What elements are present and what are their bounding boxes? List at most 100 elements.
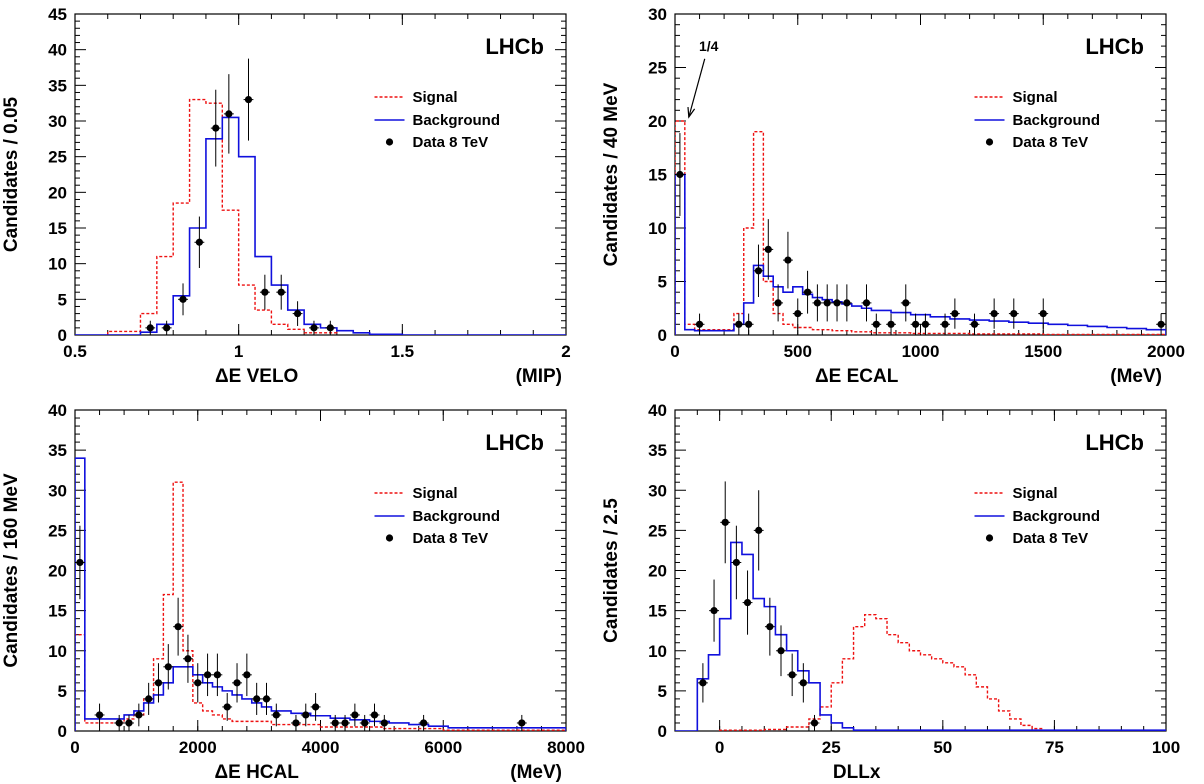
x-tick-label: 0 [670,342,679,361]
data-point [676,170,684,179]
data-point [326,324,334,332]
data-point [244,96,253,104]
data-point [179,295,187,303]
y-tick-label: 10 [48,255,67,274]
x-tick-label: 50 [933,738,952,757]
data-point [331,719,339,727]
data-point [380,719,388,727]
x-axis-label: ΔE ECAL [815,366,899,387]
legend-background-label: Background [1013,112,1101,129]
data-point [794,310,802,318]
y-tick-label: 15 [648,166,667,185]
x-axis-unit: (MeV) [510,762,562,783]
background-histogram [75,457,566,731]
data-point [710,607,718,615]
signal-histogram [75,481,566,731]
data-point [253,695,261,703]
y-tick-label: 30 [648,481,667,500]
data-point [225,110,233,118]
x-tick-label: 1500 [1024,342,1062,361]
data-point [292,719,300,727]
x-tick-label: 1.5 [391,342,415,361]
y-tick-label: 20 [648,562,667,581]
data-point [262,695,271,703]
x-tick-label: 1 [234,342,243,361]
chart-panel-4: 0 5 10 15 20 25 30 35 40 0 25 50 75 100 Candidates / 2… [601,401,1180,783]
x-axis-unit: (MeV) [1110,366,1162,387]
data-point [784,256,792,264]
data-point [823,299,831,307]
y-axis-label: Candidates / 2.5 [601,498,622,643]
y-axis-label: Candidates / 40 MeV [601,82,622,266]
data-point [518,719,526,727]
signal-histogram [718,613,1056,731]
y-tick-label: 30 [648,5,667,24]
data-point [887,320,895,328]
data-point [788,671,796,679]
y-tick-label: 40 [648,401,667,420]
x-axis-label: ΔE VELO [215,366,298,387]
x-tick-label: 8000 [547,738,585,757]
data-point [1157,320,1165,328]
legend-signal-label: Signal [1013,485,1058,502]
legend: Signal Background Data 8 TeV [974,89,1101,151]
data-point [755,526,763,534]
legend-data-label: Data 8 TeV [413,134,489,151]
chart-panel-2: 0 5 10 15 20 25 30 0 500 1000 1500 2000 Candidates /… [601,5,1185,387]
data-point [843,299,851,307]
data-point [970,320,979,328]
data-point [135,711,143,719]
data-point [764,245,772,253]
data-point [420,719,428,727]
lhcb-label: LHCb [485,34,544,59]
y-tick-label: 10 [648,219,667,238]
data-point [184,655,192,663]
lhcb-label: LHCb [1085,34,1144,59]
x-tick-label: 2 [561,342,570,361]
y-tick-label: 0 [658,326,667,345]
annotation-arrow-head [687,106,696,119]
plot-frame [74,13,567,336]
plot-frame [674,409,1167,732]
y-tick-label: 25 [648,59,667,78]
legend: Signal Background Data 8 TeV [374,485,500,547]
annotation-arrow-shaft [688,58,706,118]
data-point [1039,310,1047,318]
legend-signal-label: Signal [413,89,458,106]
data-point [261,288,269,296]
data-point [233,679,241,687]
legend-data-marker [385,534,394,542]
x-tick-label: 2000 [179,738,217,757]
background-histogram [675,173,1166,335]
data-point [163,324,171,332]
data-point [351,711,359,719]
y-tick-label: 5 [658,682,667,701]
y-tick-label: 10 [48,642,67,661]
data-point [302,711,310,719]
data-point [76,558,84,567]
data-point [272,711,280,719]
background-histogram [675,541,1166,731]
y-tick-label: 0 [658,722,667,741]
x-axis-label: ΔE HCAL [214,762,299,783]
y-tick-label: 5 [658,273,667,292]
data-point [370,711,379,719]
y-axis-label: Candidates / 0.05 [1,96,22,252]
lhcb-label: LHCb [1085,430,1144,455]
legend-background-label: Background [1013,508,1101,525]
y-tick-label: 5 [58,682,67,701]
data-point [911,320,920,328]
data-point [941,320,949,328]
legend-data-label: Data 8 TeV [1013,530,1089,547]
x-tick-label: 1000 [902,342,940,361]
y-tick-label: 15 [48,219,67,238]
data-point [195,238,203,246]
data-point [799,679,807,687]
x-tick-label: 75 [1045,738,1064,757]
y-tick-label: 40 [48,41,67,60]
x-tick-label: 100 [1152,738,1180,757]
x-tick-label: 25 [822,738,841,757]
data-point [777,647,785,655]
legend-signal-label: Signal [413,485,458,502]
legend: Signal Background Data 8 TeV [374,89,500,151]
